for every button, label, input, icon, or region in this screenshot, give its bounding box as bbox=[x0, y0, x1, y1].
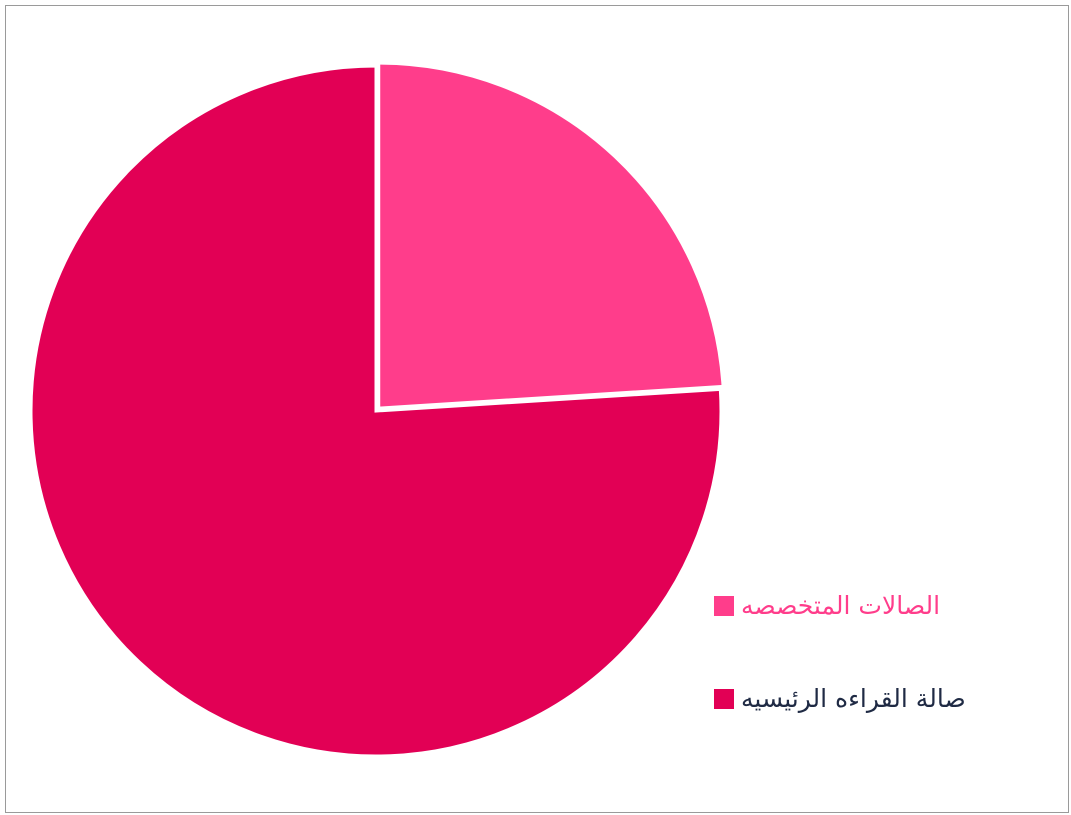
chart-frame: الصالات المتخصصه صالة القراءه الرئيسيه bbox=[5, 5, 1069, 813]
legend-label-main-reading-hall: صالة القراءه الرئيسيه bbox=[741, 674, 966, 724]
legend-label-specialized-halls: الصالات المتخصصه bbox=[741, 581, 940, 631]
legend: الصالات المتخصصه صالة القراءه الرئيسيه bbox=[714, 581, 1044, 767]
pie-slices bbox=[31, 63, 723, 756]
pie-slice-specialized-halls bbox=[379, 63, 723, 408]
legend-item-main-reading-hall: صالة القراءه الرئيسيه bbox=[714, 674, 1044, 724]
legend-swatch-specialized-halls bbox=[714, 596, 734, 616]
legend-item-specialized-halls: الصالات المتخصصه bbox=[714, 581, 1044, 631]
legend-swatch-main-reading-hall bbox=[714, 689, 734, 709]
